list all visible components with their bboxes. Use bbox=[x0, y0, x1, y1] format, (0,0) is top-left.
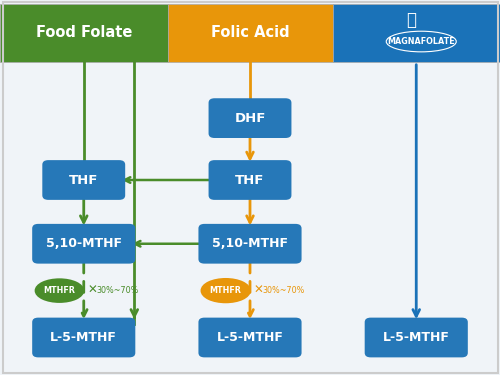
FancyBboxPatch shape bbox=[198, 318, 302, 357]
Text: ✕: ✕ bbox=[87, 284, 97, 297]
FancyBboxPatch shape bbox=[208, 160, 292, 200]
Text: MAGNAFOLATE: MAGNAFOLATE bbox=[388, 37, 455, 46]
FancyBboxPatch shape bbox=[332, 4, 500, 62]
Text: 30%~70%: 30%~70% bbox=[96, 286, 138, 295]
Text: MTHFR: MTHFR bbox=[210, 286, 242, 295]
FancyBboxPatch shape bbox=[0, 4, 168, 62]
Text: Folic Acid: Folic Acid bbox=[210, 26, 290, 40]
Text: THF: THF bbox=[69, 174, 98, 186]
FancyBboxPatch shape bbox=[168, 4, 332, 62]
FancyBboxPatch shape bbox=[32, 318, 136, 357]
Text: 5,10-MTHF: 5,10-MTHF bbox=[212, 237, 288, 250]
Text: 5,10-MTHF: 5,10-MTHF bbox=[46, 237, 122, 250]
Text: ✕: ✕ bbox=[254, 284, 264, 297]
Text: L-5-MTHF: L-5-MTHF bbox=[216, 331, 284, 344]
Text: 30%~70%: 30%~70% bbox=[262, 286, 304, 295]
Text: Food Folate: Food Folate bbox=[36, 26, 132, 40]
FancyBboxPatch shape bbox=[198, 224, 302, 264]
Text: DHF: DHF bbox=[234, 112, 266, 125]
FancyBboxPatch shape bbox=[208, 98, 292, 138]
FancyBboxPatch shape bbox=[364, 318, 468, 357]
Text: L-5-MTHF: L-5-MTHF bbox=[50, 331, 117, 344]
Text: MTHFR: MTHFR bbox=[44, 286, 76, 295]
Text: THF: THF bbox=[236, 174, 264, 186]
Text: 𓅰: 𓅰 bbox=[406, 11, 416, 29]
Ellipse shape bbox=[36, 279, 83, 302]
FancyBboxPatch shape bbox=[32, 224, 136, 264]
Text: L-5-MTHF: L-5-MTHF bbox=[383, 331, 450, 344]
FancyBboxPatch shape bbox=[42, 160, 125, 200]
Ellipse shape bbox=[202, 279, 250, 302]
